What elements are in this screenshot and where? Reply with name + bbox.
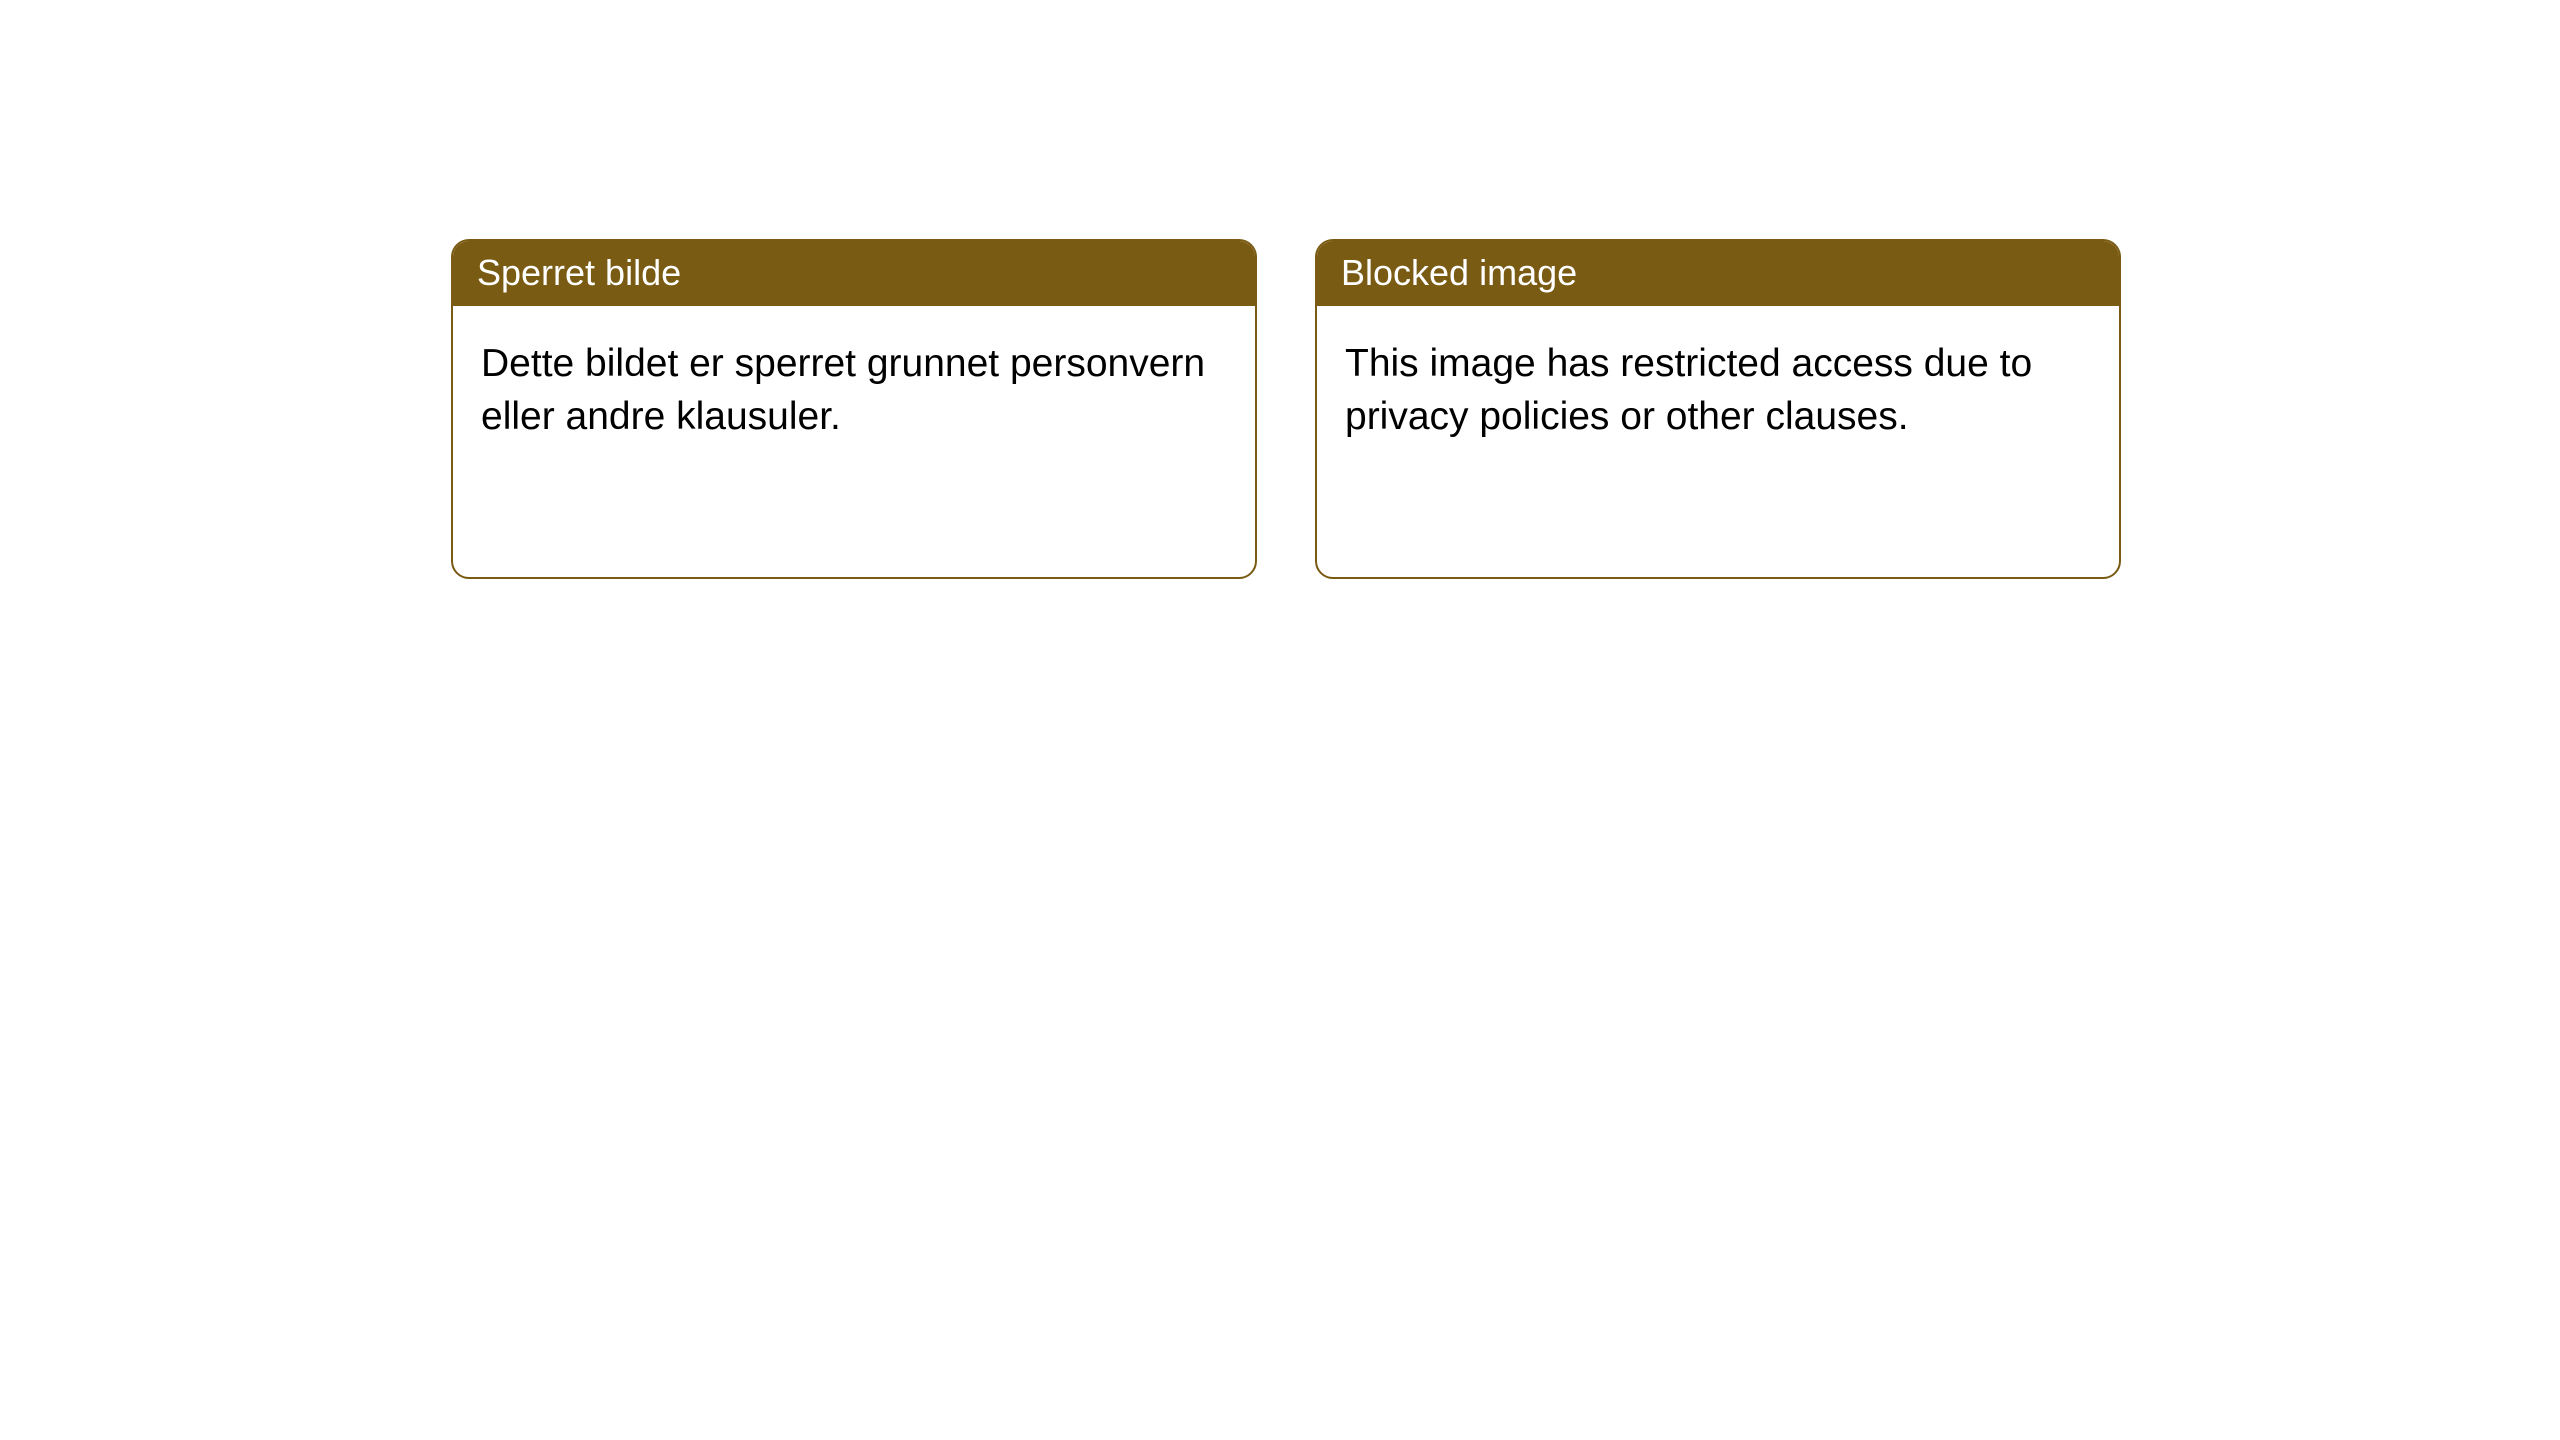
card-body-no: Dette bildet er sperret grunnet personve… — [453, 306, 1255, 475]
blocked-image-card-no: Sperret bilde Dette bildet er sperret gr… — [451, 239, 1257, 579]
notice-container: Sperret bilde Dette bildet er sperret gr… — [0, 0, 2560, 579]
blocked-image-card-en: Blocked image This image has restricted … — [1315, 239, 2121, 579]
card-body-en: This image has restricted access due to … — [1317, 306, 2119, 475]
card-title-no: Sperret bilde — [453, 241, 1255, 306]
card-title-en: Blocked image — [1317, 241, 2119, 306]
